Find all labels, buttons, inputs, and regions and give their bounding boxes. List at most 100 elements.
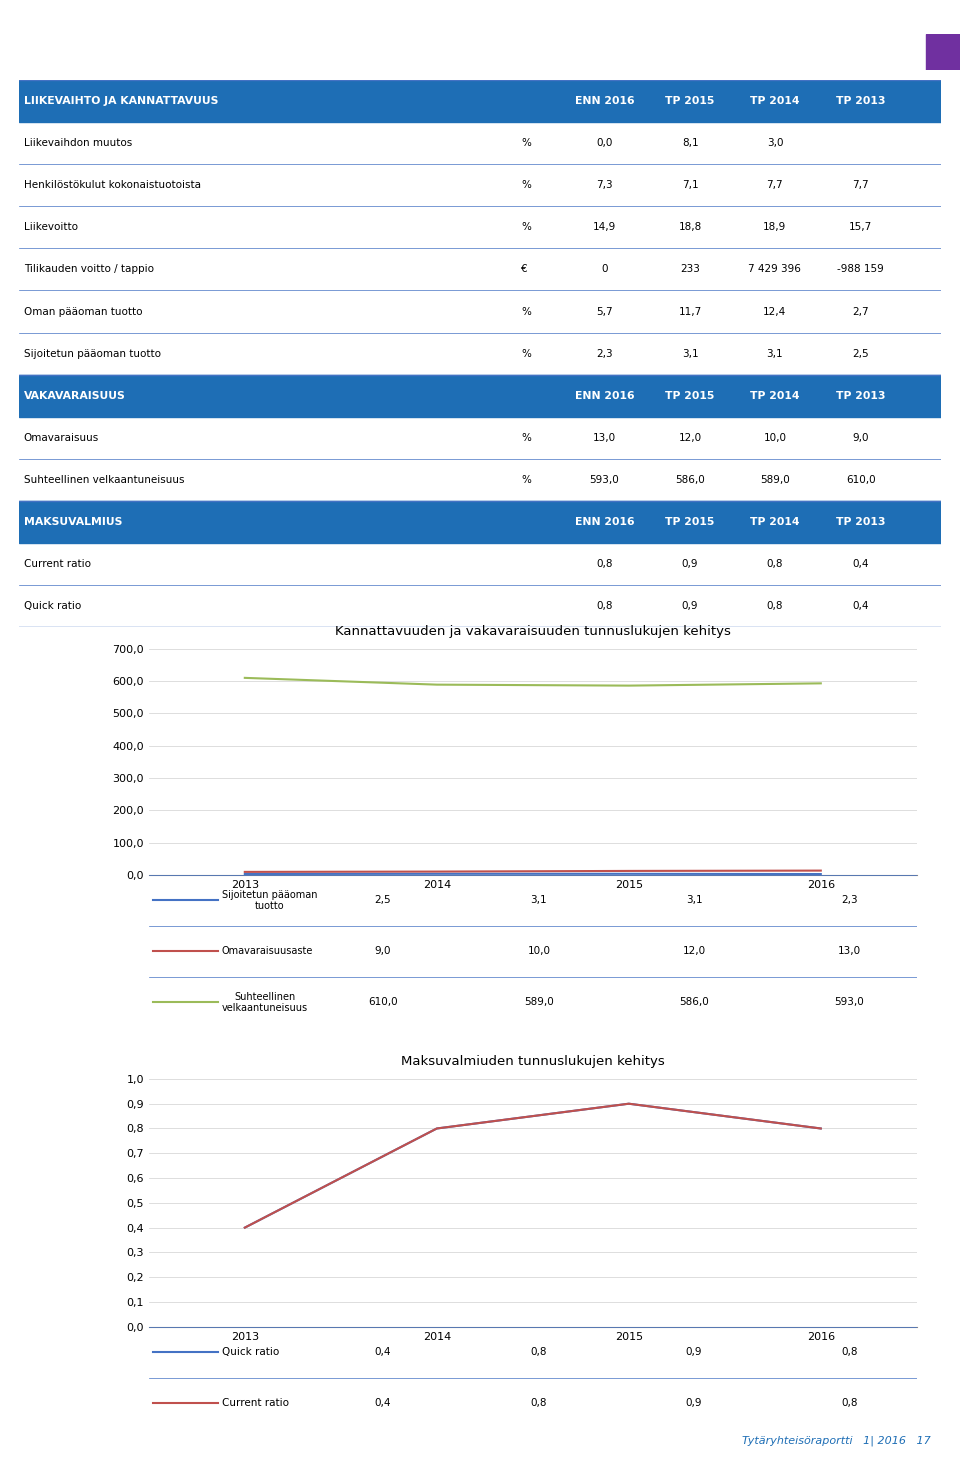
Text: 12,0: 12,0 [679,433,702,443]
Text: 0,4: 0,4 [374,1347,392,1357]
Title: Maksuvalmiuden tunnuslukujen kehitys: Maksuvalmiuden tunnuslukujen kehitys [401,1056,664,1069]
Text: TP 2014: TP 2014 [750,391,800,401]
Text: 589,0: 589,0 [524,997,554,1007]
Text: 2,5: 2,5 [374,895,392,905]
Text: Henkilöstökulut kokonaistuotoista: Henkilöstökulut kokonaistuotoista [24,181,201,191]
Text: %: % [521,348,531,359]
Text: 0,8: 0,8 [596,558,612,569]
Text: 610,0: 610,0 [369,997,397,1007]
Text: TP 2015: TP 2015 [665,391,715,401]
Text: TP 2015: TP 2015 [665,516,715,526]
Text: Suhteellinen
velkaantuneisuus: Suhteellinen velkaantuneisuus [222,991,308,1013]
Text: %: % [521,433,531,443]
Text: 0,8: 0,8 [767,558,783,569]
Text: Sijoitetun pääoman
tuotto: Sijoitetun pääoman tuotto [222,889,317,911]
Text: 0,4: 0,4 [852,558,869,569]
Text: 0,8: 0,8 [767,601,783,611]
Text: 0,9: 0,9 [685,1398,703,1408]
Text: 15,7: 15,7 [849,223,873,232]
Text: 18,9: 18,9 [763,223,786,232]
Text: 0,0: 0,0 [596,139,612,149]
Bar [19,500,941,542]
Text: 10,0: 10,0 [763,433,786,443]
Text: TP 2013: TP 2013 [836,516,885,526]
Text: 3,1: 3,1 [685,895,703,905]
Text: Oman pääoman tuotto: Oman pääoman tuotto [24,306,142,316]
Text: TP 2013: TP 2013 [836,96,885,106]
Text: 2,3: 2,3 [596,348,612,359]
Text: 9,0: 9,0 [374,946,392,956]
Text: LIIKEVAIHTO JA KANNATTAVUUS: LIIKEVAIHTO JA KANNATTAVUUS [24,96,218,106]
Bar [19,375,941,417]
Text: 2,5: 2,5 [852,348,869,359]
Text: Tilikauden voitto / tappio: Tilikauden voitto / tappio [24,264,154,274]
Text: 9,0: 9,0 [852,433,869,443]
Text: %: % [521,475,531,484]
Text: Suhteellinen velkaantuneisuus: Suhteellinen velkaantuneisuus [24,475,184,484]
Text: 0,4: 0,4 [374,1398,392,1408]
Text: 0,8: 0,8 [531,1347,547,1357]
Text: %: % [521,181,531,191]
Text: Omavaraisuusaste: Omavaraisuusaste [222,946,313,956]
Text: Quick ratio: Quick ratio [222,1347,279,1357]
Text: MAKSUVALMIUS: MAKSUVALMIUS [24,516,122,526]
Text: 589,0: 589,0 [760,475,790,484]
Text: 7,7: 7,7 [852,181,869,191]
Text: VAKAVARAISUUS: VAKAVARAISUUS [24,391,126,401]
Text: 0,9: 0,9 [682,558,698,569]
Text: 13,0: 13,0 [593,433,616,443]
Text: Helsingin kaupungin asunnot Oy: Helsingin kaupungin asunnot Oy [637,44,917,60]
Text: 2,3: 2,3 [841,895,857,905]
Text: 0,8: 0,8 [596,601,612,611]
Text: 233: 233 [681,264,700,274]
Text: 0: 0 [601,264,608,274]
Text: 7,3: 7,3 [596,181,612,191]
Text: 12,4: 12,4 [763,306,786,316]
Text: Current ratio: Current ratio [222,1398,289,1408]
Text: 7 429 396: 7 429 396 [749,264,802,274]
Text: ENN 2016: ENN 2016 [575,516,635,526]
Text: Sijoitetun pääoman tuotto: Sijoitetun pääoman tuotto [24,348,161,359]
Text: 5,7: 5,7 [596,306,612,316]
Text: 14,9: 14,9 [592,223,616,232]
Text: 8,1: 8,1 [682,139,699,149]
Text: 0,8: 0,8 [841,1347,857,1357]
Text: 3,0: 3,0 [767,139,783,149]
Text: Current ratio: Current ratio [24,558,91,569]
Text: ENN 2016: ENN 2016 [575,96,635,106]
Text: 0,8: 0,8 [531,1398,547,1408]
Text: TP 2013: TP 2013 [836,391,885,401]
Text: 3,1: 3,1 [682,348,699,359]
Text: Liikevoitto: Liikevoitto [24,223,78,232]
Text: TP 2014: TP 2014 [750,96,800,106]
Text: %: % [521,306,531,316]
Bar [19,80,941,122]
Text: 0,4: 0,4 [852,601,869,611]
Text: 586,0: 586,0 [675,475,705,484]
Text: Liikevaihdon muutos: Liikevaihdon muutos [24,139,132,149]
Text: 0,8: 0,8 [841,1398,857,1408]
Text: 593,0: 593,0 [589,475,619,484]
Text: 2,7: 2,7 [852,306,869,316]
Text: -988 159: -988 159 [837,264,884,274]
Bar [926,34,960,70]
Text: €: € [521,264,528,274]
Text: 0,9: 0,9 [685,1347,703,1357]
Text: 7,1: 7,1 [682,181,699,191]
Text: 13,0: 13,0 [838,946,861,956]
Text: Omavaraisuus: Omavaraisuus [24,433,99,443]
Text: 610,0: 610,0 [846,475,876,484]
Text: 18,8: 18,8 [679,223,702,232]
Text: 0,9: 0,9 [682,601,698,611]
Text: %: % [521,139,531,149]
Text: 586,0: 586,0 [680,997,708,1007]
Text: 3,1: 3,1 [767,348,783,359]
Text: 7,7: 7,7 [767,181,783,191]
Text: Tytäryhteisöraportti   1| 2016   17: Tytäryhteisöraportti 1| 2016 17 [742,1435,931,1446]
Text: ENN 2016: ENN 2016 [575,391,635,401]
Text: TP 2014: TP 2014 [750,516,800,526]
Text: 10,0: 10,0 [527,946,550,956]
Text: TP 2015: TP 2015 [665,96,715,106]
Text: 11,7: 11,7 [679,306,702,316]
Text: %: % [521,223,531,232]
